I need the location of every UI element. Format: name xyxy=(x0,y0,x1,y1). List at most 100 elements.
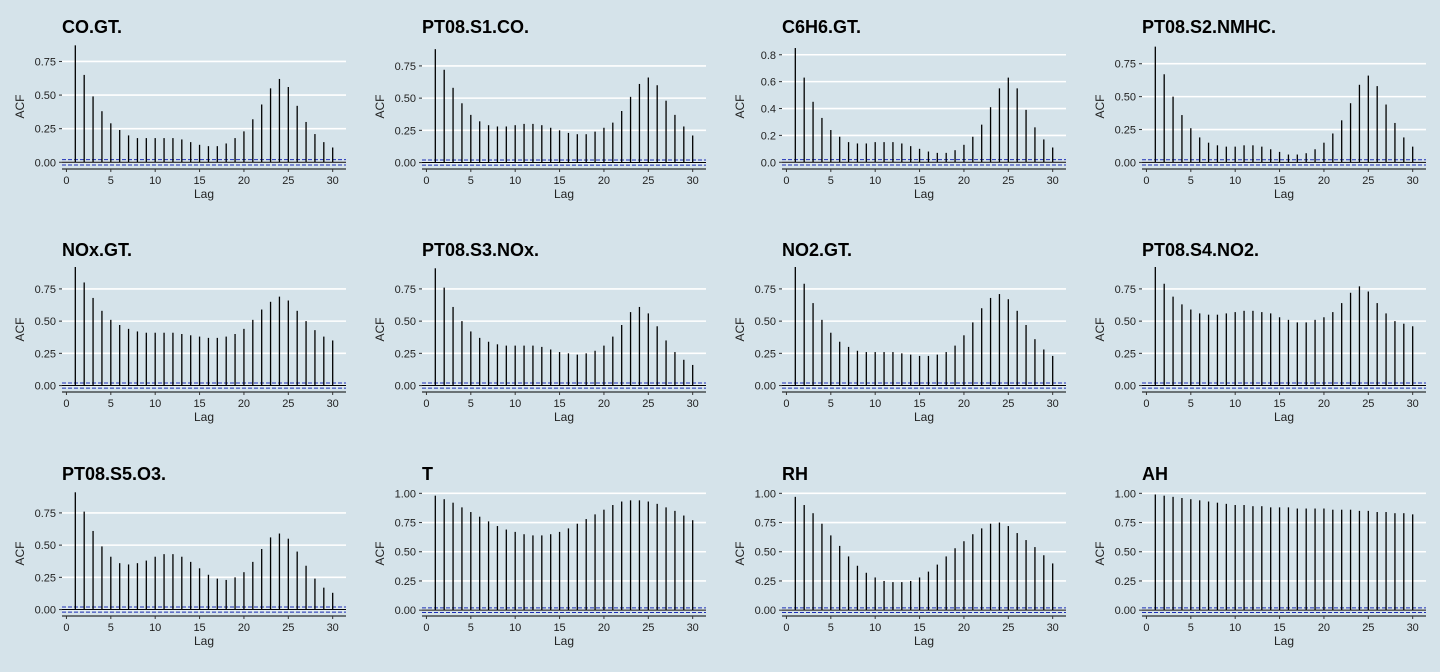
x-tick-label: 15 xyxy=(913,175,925,187)
x-tick-label: 0 xyxy=(423,175,429,187)
y-tick-label: 0.25 xyxy=(755,576,776,588)
x-tick-label: 25 xyxy=(1362,622,1374,634)
y-tick-label: 0.00 xyxy=(35,381,56,393)
x-tick-label: 5 xyxy=(828,622,834,634)
acf-panel-5: NOx.GT. 0.00 0.25 0.50 0.75 0 5 10 15 20 25 30 Lag AC… xyxy=(13,240,346,424)
y-tick-label: 0.75 xyxy=(1115,518,1136,530)
acf-panel-8: PT08.S4.NO2. 0.00 0.25 0.50 0.75 0 5 10 15 20 25 30… xyxy=(1093,240,1426,424)
x-tick-label: 30 xyxy=(1047,398,1059,410)
x-tick-label: 10 xyxy=(869,175,881,187)
y-tick-label: 0.50 xyxy=(35,90,56,102)
y-tick-label: 0.75 xyxy=(755,284,776,296)
acf-panel-9: PT08.S5.O3. 0.00 0.25 0.50 0.75 0 5 10 15 20 25 30 L… xyxy=(13,464,346,648)
x-tick-label: 0 xyxy=(423,622,429,634)
x-axis-label: Lag xyxy=(194,410,214,424)
x-axis-label: Lag xyxy=(554,410,574,424)
y-axis-label: ACF xyxy=(733,542,747,566)
x-axis-label: Lag xyxy=(194,634,214,648)
x-tick-label: 25 xyxy=(282,398,294,410)
panel-title: NOx.GT. xyxy=(62,240,132,260)
x-tick-label: 25 xyxy=(282,622,294,634)
x-tick-label: 30 xyxy=(327,622,339,634)
panel-title: RH xyxy=(782,464,808,484)
x-tick-label: 0 xyxy=(783,622,789,634)
x-tick-label: 30 xyxy=(687,622,699,634)
acf-panel-10: T 0.00 0.25 0.50 0.75 1.00 0 5 10 15 20 25 30 Lag ACF xyxy=(373,464,706,648)
y-axis-label: ACF xyxy=(1093,542,1107,566)
x-tick-label: 15 xyxy=(1273,622,1285,634)
y-tick-label: 0.50 xyxy=(755,316,776,328)
y-tick-label: 0.25 xyxy=(755,348,776,360)
panel-title: AH xyxy=(1142,464,1168,484)
x-axis-label: Lag xyxy=(194,187,214,201)
acf-panel-11: RH 0.00 0.25 0.50 0.75 1.00 0 5 10 15 20 25 30 Lag ACF xyxy=(733,464,1066,648)
x-tick-label: 15 xyxy=(1273,175,1285,187)
y-tick-label: 1.00 xyxy=(395,488,416,500)
y-tick-label: 0.75 xyxy=(35,284,56,296)
y-tick-label: 1.00 xyxy=(755,488,776,500)
x-tick-label: 5 xyxy=(468,622,474,634)
acf-panel-3: C6H6.GT. 0.0 0.2 0.4 0.6 0.8 0 5 10 15 20 25 30 Lag AC… xyxy=(733,17,1066,201)
panel-title: PT08.S2.NMHC. xyxy=(1142,17,1276,37)
y-tick-label: 0.25 xyxy=(35,348,56,360)
y-tick-label: 0.75 xyxy=(395,284,416,296)
x-axis-label: Lag xyxy=(914,634,934,648)
acf-panel-6: PT08.S3.NOx. 0.00 0.25 0.50 0.75 0 5 10 15 20 25 30… xyxy=(373,240,706,424)
x-axis-label: Lag xyxy=(914,410,934,424)
x-tick-label: 20 xyxy=(958,622,970,634)
x-tick-label: 25 xyxy=(1002,175,1014,187)
x-axis-label: Lag xyxy=(1274,634,1294,648)
y-tick-label: 0.75 xyxy=(35,56,56,68)
panel-title: PT08.S3.NOx. xyxy=(422,240,539,260)
x-tick-label: 0 xyxy=(423,398,429,410)
x-tick-label: 30 xyxy=(1407,175,1419,187)
y-axis-label: ACF xyxy=(733,318,747,342)
y-axis-label: ACF xyxy=(1093,95,1107,119)
x-tick-label: 15 xyxy=(1273,398,1285,410)
x-tick-label: 5 xyxy=(1188,398,1194,410)
y-axis-label: ACF xyxy=(1093,318,1107,342)
x-axis-label: Lag xyxy=(554,634,574,648)
x-axis-label: Lag xyxy=(554,187,574,201)
y-tick-label: 0.00 xyxy=(395,158,416,170)
x-tick-label: 0 xyxy=(1143,622,1149,634)
y-tick-label: 0.2 xyxy=(761,130,776,142)
y-tick-label: 0.8 xyxy=(761,50,776,62)
x-tick-label: 10 xyxy=(149,622,161,634)
y-tick-label: 0.75 xyxy=(395,518,416,530)
x-tick-label: 0 xyxy=(783,398,789,410)
x-tick-label: 30 xyxy=(1407,398,1419,410)
x-tick-label: 15 xyxy=(193,622,205,634)
x-tick-label: 30 xyxy=(1047,175,1059,187)
x-tick-label: 10 xyxy=(509,398,521,410)
x-tick-label: 5 xyxy=(108,622,114,634)
x-tick-label: 5 xyxy=(468,398,474,410)
x-tick-label: 5 xyxy=(828,175,834,187)
x-tick-label: 0 xyxy=(63,398,69,410)
x-tick-label: 10 xyxy=(1229,175,1241,187)
y-tick-label: 0.50 xyxy=(755,547,776,559)
y-tick-label: 0.50 xyxy=(1115,92,1136,104)
y-tick-label: 0.25 xyxy=(1115,576,1136,588)
acf-panel-1: CO.GT. 0.00 0.25 0.50 0.75 0 5 10 15 20 25 30 Lag ACF xyxy=(13,17,346,201)
x-tick-label: 30 xyxy=(1047,622,1059,634)
y-tick-label: 0.25 xyxy=(395,125,416,137)
y-tick-label: 1.00 xyxy=(1115,488,1136,500)
x-axis-label: Lag xyxy=(914,187,934,201)
panel-title: PT08.S5.O3. xyxy=(62,464,166,484)
x-tick-label: 25 xyxy=(282,175,294,187)
y-tick-label: 0.25 xyxy=(1115,125,1136,137)
y-axis-label: ACF xyxy=(373,542,387,566)
x-tick-label: 5 xyxy=(108,175,114,187)
y-tick-label: 0.00 xyxy=(755,605,776,617)
x-tick-label: 20 xyxy=(598,398,610,410)
x-tick-label: 10 xyxy=(1229,622,1241,634)
x-tick-label: 15 xyxy=(193,398,205,410)
y-tick-label: 0.50 xyxy=(35,540,56,552)
x-tick-label: 5 xyxy=(468,175,474,187)
x-tick-label: 20 xyxy=(238,175,250,187)
x-tick-label: 10 xyxy=(509,622,521,634)
x-tick-label: 20 xyxy=(958,398,970,410)
x-axis-label: Lag xyxy=(1274,187,1294,201)
